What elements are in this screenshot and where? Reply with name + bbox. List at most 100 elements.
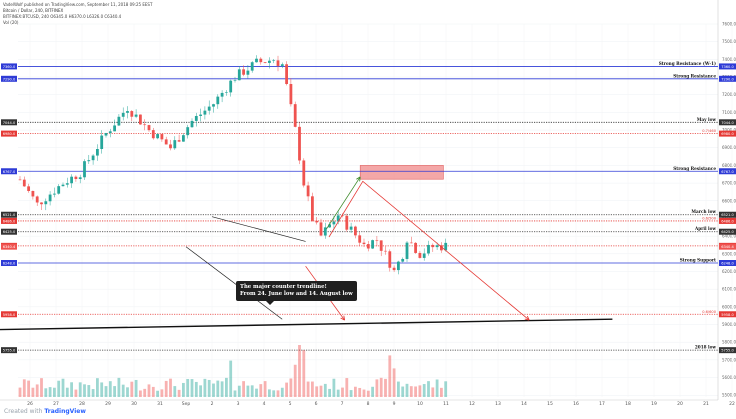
y-tick-label: 5800.0 — [722, 340, 736, 345]
price-tag-left — [1, 217, 17, 224]
volume-bar — [27, 380, 30, 397]
volume-bar — [113, 386, 116, 397]
candle-body — [341, 215, 344, 217]
candle-body — [156, 134, 159, 139]
candle-body — [173, 140, 177, 149]
volume-bar — [143, 388, 147, 397]
level-tag: 0.6/600 — [702, 310, 716, 314]
volume-bar — [422, 384, 426, 397]
y-tick-label: 5700.0 — [722, 357, 736, 362]
candle-body — [319, 222, 323, 236]
price-tag-left — [1, 168, 17, 175]
volume-bar — [74, 389, 78, 397]
candle-body — [177, 140, 181, 142]
price-tag-right — [719, 260, 736, 267]
price-tag-right — [719, 347, 736, 354]
price-tag-right-text: 6980.0 — [721, 132, 734, 136]
candle-body — [182, 135, 185, 142]
candle-body — [48, 194, 52, 202]
y-tick-label: 6100.0 — [722, 287, 736, 292]
x-tick-label: 6 — [315, 401, 318, 407]
volume-bar — [427, 381, 430, 397]
volume-bar — [319, 385, 323, 397]
volume-bar — [35, 384, 39, 397]
x-tick-label: 18 — [625, 401, 631, 407]
resistance-zone — [359, 165, 444, 180]
price-tag-left — [1, 119, 17, 126]
volume-bar — [233, 390, 237, 397]
price-tag-right — [719, 168, 736, 175]
candle-body — [186, 127, 190, 136]
volume-bar — [199, 385, 202, 397]
price-tag-left-text: 6486.0 — [3, 219, 16, 223]
candle-body — [306, 185, 310, 197]
candle-body — [40, 202, 43, 205]
volume-bar — [212, 383, 215, 397]
candle-body — [302, 160, 306, 186]
volume-bar — [229, 360, 233, 397]
candle-body — [18, 179, 22, 181]
price-tag-left-text: 7290.0 — [3, 77, 16, 81]
x-tick-label: 19 — [651, 401, 657, 407]
candle-body — [354, 226, 357, 236]
volume-bar — [311, 381, 314, 397]
volume-bar — [203, 378, 207, 397]
volume-bar — [173, 386, 177, 397]
volume-bar — [323, 383, 327, 397]
price-tag-right — [719, 130, 736, 137]
level-label: Strong Support — [680, 258, 716, 263]
price-tag-right — [719, 311, 736, 318]
price-tag-left-text: 6340.4 — [3, 245, 16, 249]
volume-bar — [263, 381, 267, 397]
candle-body — [96, 149, 99, 156]
candle-body — [212, 104, 215, 107]
volume-bar — [22, 379, 26, 397]
x-tick-label: 28 — [79, 401, 85, 407]
candle-body — [246, 70, 250, 75]
candle-body — [298, 126, 301, 161]
y-tick-label: 7200.0 — [722, 92, 736, 97]
x-tick-label: 27 — [53, 401, 59, 407]
price-tag-left-text: 6425.0 — [3, 230, 16, 234]
candle-body — [315, 220, 319, 223]
candle-body — [78, 177, 82, 180]
ohlc-readout: BITFINEX:BTCUSD, 240 O6345.0 H6370.0 L63… — [3, 14, 122, 19]
volume-bar — [375, 379, 379, 397]
y-tick-label: 5900.0 — [722, 322, 736, 327]
y-tick-label: 6800.0 — [722, 163, 736, 168]
candle-body — [345, 215, 349, 230]
candle-body — [57, 186, 61, 194]
trendline-callout: The major counter trendline! From 24. Ju… — [236, 281, 357, 305]
price-tag-left-text: 6980.0 — [3, 132, 16, 136]
price-tag-left-text: 7360.0 — [3, 65, 16, 69]
price-tag-right — [719, 243, 736, 250]
volume-bar — [397, 381, 400, 397]
bear-arrow-short-head — [340, 315, 346, 321]
volume-bar — [298, 345, 301, 397]
y-tick-label: 6300.0 — [722, 251, 736, 256]
candle-body — [113, 125, 116, 132]
price-tag-right-text: 7290.0 — [721, 77, 734, 81]
volume-bar — [91, 389, 95, 397]
volume-bar — [87, 385, 91, 397]
price-tag-left-text: 5958.0 — [3, 313, 16, 317]
candle-body — [392, 267, 396, 271]
volume-bar — [401, 386, 405, 397]
callout-line-2: From 24. June low and 14. August low — [240, 291, 353, 297]
price-tag-right — [719, 228, 736, 235]
volume-bar — [108, 381, 112, 397]
x-tick-label: 21 — [703, 401, 709, 407]
volume-bar — [237, 385, 241, 397]
candle-body — [126, 111, 129, 113]
candle-body — [414, 242, 417, 253]
candle-body — [147, 125, 151, 131]
volume-bar — [53, 387, 56, 397]
price-tag-left-text: 7044.0 — [3, 121, 16, 125]
candle-body — [272, 60, 276, 61]
candle-body — [332, 221, 336, 225]
volume-bar — [18, 387, 22, 397]
volume-bar — [259, 384, 263, 397]
candle-body — [435, 245, 439, 248]
